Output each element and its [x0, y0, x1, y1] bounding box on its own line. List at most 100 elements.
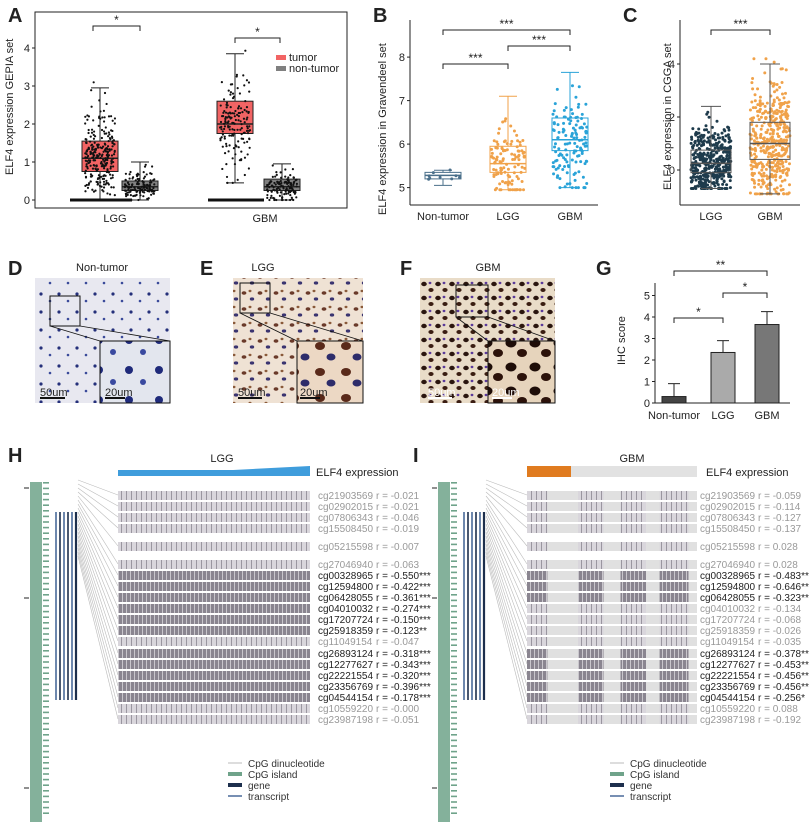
- data-point: [137, 179, 140, 182]
- probe-r: r = -0.134: [758, 604, 802, 615]
- data-point: [691, 169, 695, 173]
- data-point: [221, 133, 224, 136]
- track-segment: [659, 626, 689, 635]
- cpg-dinucleotide: [451, 627, 457, 630]
- track-segment: [659, 582, 689, 591]
- panel-label: B: [373, 5, 387, 27]
- data-point: [86, 167, 89, 170]
- probe-r: r = -0.021: [376, 491, 420, 502]
- data-point: [775, 123, 779, 127]
- data-point: [235, 73, 239, 76]
- track-segment: [578, 560, 604, 569]
- track-segment: [527, 693, 548, 702]
- track-segment: [620, 542, 646, 551]
- data-point: [562, 121, 566, 125]
- data-point: [574, 123, 578, 127]
- cpg-dinucleotide: [43, 801, 49, 803]
- data-point: [758, 95, 762, 99]
- data-point: [713, 143, 717, 147]
- data-point: [272, 196, 275, 200]
- probe-r: r = -0.453***: [758, 660, 809, 671]
- connector: [77, 547, 119, 698]
- track-segment: [527, 682, 548, 691]
- y-tick-label: 0: [24, 195, 30, 207]
- data-point: [271, 164, 274, 167]
- data-point: [103, 149, 106, 152]
- data-point: [690, 135, 694, 139]
- probe-r: r = -0.046: [376, 513, 420, 524]
- x-tick-label: GBM: [557, 211, 582, 223]
- data-point: [233, 128, 236, 132]
- data-point: [774, 178, 778, 182]
- data-point: [748, 191, 752, 195]
- cpg-dinucleotide: [451, 806, 457, 809]
- data-point: [552, 172, 556, 176]
- sig-bracket: [722, 292, 768, 298]
- cpg-dinucleotide: [43, 739, 49, 742]
- probe-id: cg00328965: [318, 571, 373, 582]
- bar: [754, 324, 780, 404]
- data-point: [84, 152, 87, 155]
- data-point: [759, 132, 763, 136]
- zoom-line: [79, 325, 171, 342]
- data-point: [237, 115, 240, 118]
- data-point: [109, 115, 113, 118]
- data-point: [785, 138, 789, 142]
- data-point: [287, 176, 290, 179]
- connector: [77, 507, 119, 587]
- data-point: [773, 110, 777, 114]
- data-point: [106, 153, 109, 156]
- data-point: [557, 130, 561, 134]
- panel-label: F: [400, 258, 412, 280]
- data-point: [554, 150, 558, 154]
- data-point: [577, 85, 581, 89]
- data-point: [110, 135, 114, 138]
- y-axis-label: ELF4 expression in Gravendeel set: [377, 43, 389, 215]
- track-segment: [527, 593, 548, 602]
- data-point: [701, 154, 705, 158]
- data-point: [558, 186, 562, 190]
- track-segment: [659, 715, 689, 724]
- data-point: [248, 146, 251, 149]
- data-point: [496, 142, 500, 146]
- data-point: [772, 119, 776, 123]
- data-point: [97, 124, 100, 127]
- data-point: [88, 161, 91, 164]
- track-segment: [527, 524, 548, 533]
- probe-id: cg04010032: [700, 604, 755, 615]
- data-point: [295, 182, 298, 186]
- data-point: [133, 186, 136, 189]
- data-point: [93, 159, 96, 162]
- cpg-dinucleotide: [451, 521, 457, 523]
- data-point: [128, 177, 131, 180]
- data-point: [782, 102, 786, 106]
- data-point: [522, 188, 526, 192]
- track-segment: [659, 682, 689, 691]
- cpg-dinucleotide: [451, 605, 457, 607]
- probe-id: cg10559220: [700, 704, 755, 715]
- data-point: [770, 172, 774, 176]
- data-point: [724, 134, 728, 138]
- data-point: [720, 187, 724, 191]
- data-point: [691, 165, 695, 169]
- data-point: [750, 159, 754, 163]
- panel-label: D: [8, 258, 22, 280]
- track-segment: [578, 593, 604, 602]
- cpg-dinucleotide: [451, 616, 457, 618]
- data-point: [562, 128, 566, 132]
- data-point: [690, 179, 694, 183]
- track-segment: [527, 615, 548, 624]
- data-point: [767, 139, 771, 143]
- data-point: [713, 173, 717, 177]
- data-point: [783, 91, 787, 95]
- data-point: [563, 115, 567, 119]
- track-bg: [527, 593, 697, 602]
- legend-item: gene: [630, 781, 653, 792]
- probe-id: cg11049154: [318, 637, 373, 648]
- data-point: [771, 150, 775, 154]
- data-point: [108, 149, 111, 152]
- data-point: [108, 193, 112, 196]
- data-point: [759, 115, 763, 119]
- connector: [485, 539, 528, 676]
